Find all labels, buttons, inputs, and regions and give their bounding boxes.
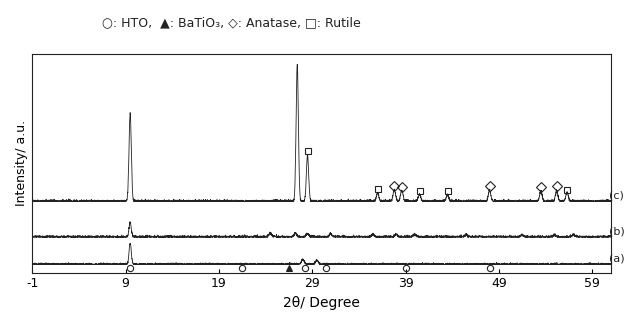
X-axis label: 2θ/ Degree: 2θ/ Degree <box>283 296 360 310</box>
Text: (a): (a) <box>609 253 625 263</box>
Y-axis label: Intensity/ a.u.: Intensity/ a.u. <box>15 120 28 206</box>
Text: ○: HTO,  ▲: BaTiO₃, ◇: Anatase, □: Rutile: ○: HTO, ▲: BaTiO₃, ◇: Anatase, □: Rutile <box>102 16 361 29</box>
Text: (c): (c) <box>609 190 624 200</box>
Text: (b): (b) <box>609 226 625 236</box>
